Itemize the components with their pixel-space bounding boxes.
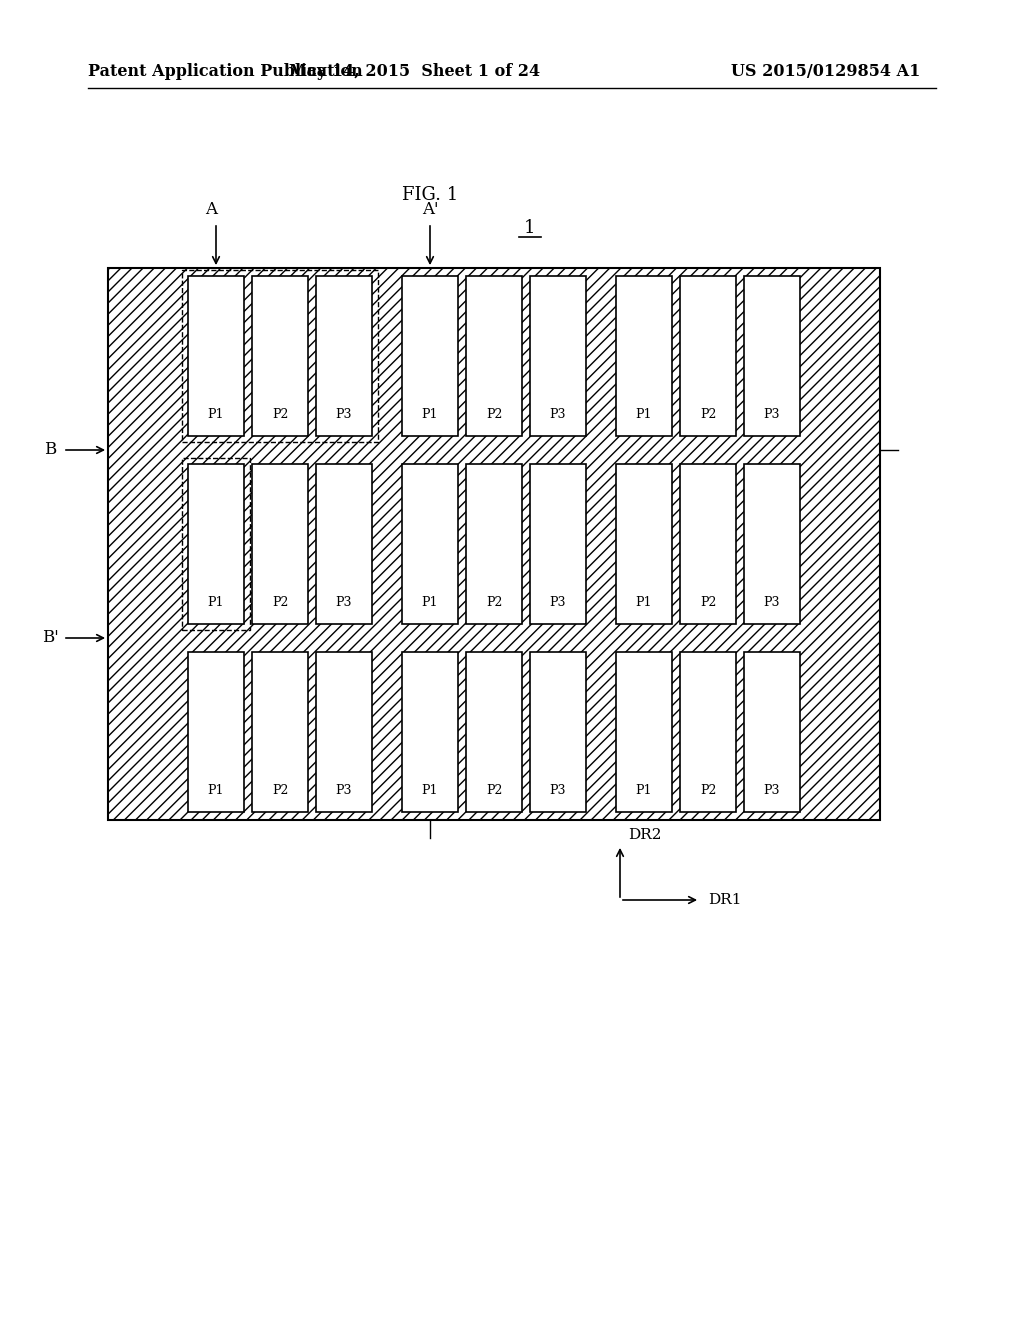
Text: P1: P1: [636, 408, 652, 421]
Bar: [616, 276, 672, 436]
Text: P2: P2: [699, 408, 716, 421]
Bar: [744, 276, 800, 436]
Bar: [402, 276, 458, 436]
Text: P1: P1: [422, 595, 438, 609]
Text: P2: P2: [271, 784, 288, 796]
Bar: [402, 652, 458, 812]
Bar: [252, 276, 308, 436]
Bar: [466, 652, 522, 812]
Text: May 14, 2015  Sheet 1 of 24: May 14, 2015 Sheet 1 of 24: [290, 63, 541, 81]
Text: P1: P1: [636, 784, 652, 796]
Bar: [680, 276, 736, 436]
Text: P2: P2: [699, 784, 716, 796]
Bar: [680, 652, 736, 812]
Text: FIG. 1: FIG. 1: [401, 186, 458, 205]
Text: B': B': [42, 630, 58, 647]
Text: P2: P2: [485, 408, 502, 421]
Text: P2: P2: [699, 595, 716, 609]
Bar: [680, 465, 736, 624]
Bar: [530, 276, 586, 436]
Text: P1: P1: [208, 784, 224, 796]
Text: US 2015/0129854 A1: US 2015/0129854 A1: [731, 63, 920, 81]
Text: P3: P3: [764, 595, 780, 609]
Bar: [316, 465, 372, 624]
Text: P3: P3: [764, 408, 780, 421]
Text: P3: P3: [336, 784, 352, 796]
Bar: [108, 268, 880, 820]
Bar: [252, 465, 308, 624]
Text: B: B: [44, 441, 56, 458]
Text: P3: P3: [336, 595, 352, 609]
Bar: [744, 652, 800, 812]
Text: A': A': [422, 202, 438, 219]
Bar: [182, 271, 378, 442]
Text: P2: P2: [485, 784, 502, 796]
Text: DR2: DR2: [628, 828, 662, 842]
Text: A: A: [205, 202, 217, 219]
Text: DR1: DR1: [708, 894, 741, 907]
Bar: [744, 465, 800, 624]
Text: 1: 1: [524, 219, 536, 238]
Text: P1: P1: [422, 784, 438, 796]
Bar: [466, 276, 522, 436]
Bar: [466, 465, 522, 624]
Bar: [252, 652, 308, 812]
Bar: [188, 465, 244, 624]
Text: P2: P2: [271, 408, 288, 421]
Text: P1: P1: [208, 408, 224, 421]
Bar: [182, 458, 250, 630]
Bar: [188, 652, 244, 812]
Text: P1: P1: [636, 595, 652, 609]
Text: P2: P2: [485, 595, 502, 609]
Text: P2: P2: [271, 595, 288, 609]
Bar: [402, 465, 458, 624]
Text: P3: P3: [550, 408, 566, 421]
Text: P1: P1: [422, 408, 438, 421]
Text: P3: P3: [764, 784, 780, 796]
Text: Patent Application Publication: Patent Application Publication: [88, 63, 362, 81]
Text: P3: P3: [550, 784, 566, 796]
Text: P3: P3: [550, 595, 566, 609]
Text: P1: P1: [208, 595, 224, 609]
Bar: [530, 465, 586, 624]
Bar: [616, 652, 672, 812]
Text: P3: P3: [336, 408, 352, 421]
Bar: [188, 276, 244, 436]
Bar: [316, 276, 372, 436]
Bar: [530, 652, 586, 812]
Bar: [316, 652, 372, 812]
Bar: [616, 465, 672, 624]
